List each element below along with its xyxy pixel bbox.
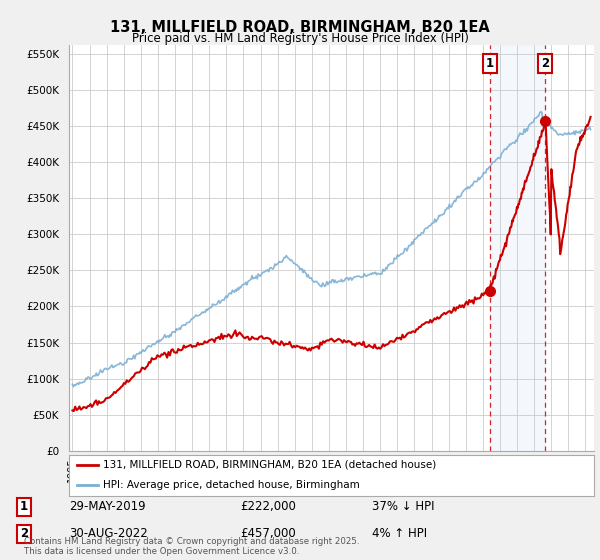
Text: 131, MILLFIELD ROAD, BIRMINGHAM, B20 1EA: 131, MILLFIELD ROAD, BIRMINGHAM, B20 1EA bbox=[110, 20, 490, 35]
Bar bbox=[490, 45, 545, 451]
Text: 4% ↑ HPI: 4% ↑ HPI bbox=[372, 527, 427, 540]
Text: £457,000: £457,000 bbox=[240, 527, 296, 540]
Text: 30-AUG-2022: 30-AUG-2022 bbox=[69, 527, 148, 540]
Text: 29-MAY-2019: 29-MAY-2019 bbox=[69, 500, 146, 514]
Text: 2: 2 bbox=[541, 57, 550, 70]
Text: 1: 1 bbox=[486, 57, 494, 70]
Text: 37% ↓ HPI: 37% ↓ HPI bbox=[372, 500, 434, 514]
Text: £222,000: £222,000 bbox=[240, 500, 296, 514]
Text: HPI: Average price, detached house, Birmingham: HPI: Average price, detached house, Birm… bbox=[103, 480, 360, 491]
Text: Price paid vs. HM Land Registry's House Price Index (HPI): Price paid vs. HM Land Registry's House … bbox=[131, 32, 469, 45]
Text: 131, MILLFIELD ROAD, BIRMINGHAM, B20 1EA (detached house): 131, MILLFIELD ROAD, BIRMINGHAM, B20 1EA… bbox=[103, 460, 436, 470]
Text: 2: 2 bbox=[20, 527, 28, 540]
Text: 1: 1 bbox=[20, 500, 28, 514]
Text: Contains HM Land Registry data © Crown copyright and database right 2025.
This d: Contains HM Land Registry data © Crown c… bbox=[24, 536, 359, 556]
